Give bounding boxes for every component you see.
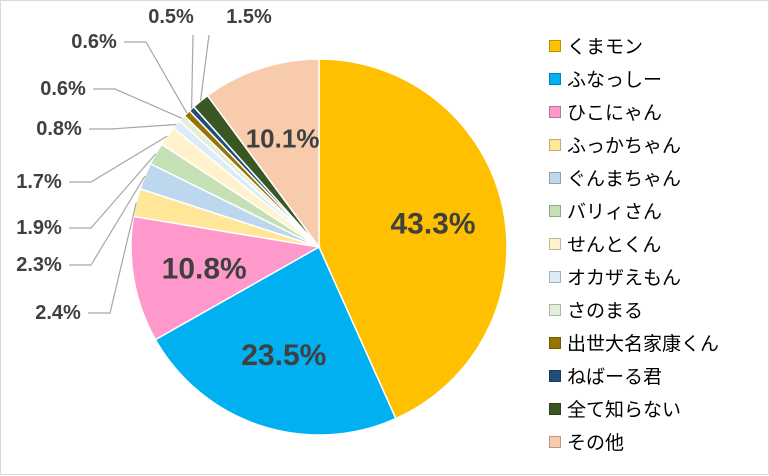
pie-slice (130, 215, 322, 341)
legend-item: バリィさん (549, 194, 764, 227)
legend-swatch (549, 138, 561, 151)
legend-item: 全て知らない (549, 392, 764, 425)
legend-swatch (549, 105, 561, 118)
leader-line (191, 34, 194, 109)
legend-swatch (549, 336, 561, 349)
data-label: 1.5% (226, 6, 272, 28)
legend-label: バリィさん (567, 201, 663, 223)
legend-swatch (549, 435, 561, 448)
legend-label: ふっかちゃん (567, 135, 682, 157)
data-label: 1.7% (16, 171, 62, 193)
legend-item: ひこにゃん (549, 95, 764, 128)
pie-slice (206, 58, 320, 250)
legend-item: ふなっしー (549, 62, 764, 95)
legend: くまモンふなっしーひこにゃんふっかちゃん ぐんまちゃん バリィさんせんとくんオカザえ… (549, 29, 764, 458)
data-label: 43.3% (390, 208, 475, 241)
legend-swatch (549, 369, 561, 382)
legend-swatch (549, 303, 561, 316)
legend-swatch (549, 402, 561, 415)
legend-item: 出世大名家康くん (549, 326, 764, 359)
data-label: 2.3% (16, 254, 62, 276)
leader-line (199, 34, 210, 102)
legend-label: ひこにゃん (567, 102, 663, 124)
legend-label: オカザえもん (567, 267, 682, 289)
leader-line (69, 153, 157, 229)
legend-swatch (549, 270, 561, 283)
legend-swatch (549, 171, 561, 184)
legend-label: ふなっしー (567, 69, 663, 91)
leader-line (124, 41, 188, 114)
legend-item: さのまる (549, 293, 764, 326)
data-label: 2.4% (35, 302, 81, 324)
leader-line (93, 88, 183, 119)
legend-item: くまモン (549, 29, 764, 62)
pie-slice (154, 245, 397, 436)
legend-swatch (549, 204, 561, 217)
data-label: 0.5% (148, 6, 194, 28)
legend-item: せんとくん (549, 227, 764, 260)
legend-label: 出世大名家康くん (567, 333, 720, 355)
legend-label: くまモン (567, 36, 644, 58)
data-label: 1.9% (16, 217, 62, 239)
legend-item: ぐんまちゃん (549, 161, 764, 194)
legend-item: その他 (549, 425, 764, 458)
data-label: 23.5% (241, 339, 326, 372)
leader-line (69, 135, 168, 183)
pie-slice (318, 58, 508, 420)
legend-label: ぐんまちゃん (567, 168, 682, 190)
data-label: 0.8% (36, 118, 82, 140)
data-label: 0.6% (40, 78, 86, 100)
leader-line (88, 202, 137, 314)
legend-swatch (549, 72, 561, 85)
legend-label: 全て知らない (567, 399, 682, 421)
legend-swatch (549, 39, 561, 52)
leader-line (89, 123, 177, 130)
legend-label: その他 (567, 432, 625, 454)
legend-label: ねばーる君 (567, 366, 663, 388)
data-label: 10.8% (162, 252, 247, 285)
data-label: 10.1% (246, 123, 320, 153)
legend-swatch (549, 237, 561, 250)
legend-item: オカザえもん (549, 260, 764, 293)
data-label: 0.6% (71, 31, 117, 53)
legend-item: ねばーる君 (549, 359, 764, 392)
legend-label: さのまる (567, 300, 644, 322)
leader-line (69, 175, 146, 266)
legend-item: ふっかちゃん (549, 128, 764, 161)
legend-label: せんとくん (567, 234, 662, 256)
